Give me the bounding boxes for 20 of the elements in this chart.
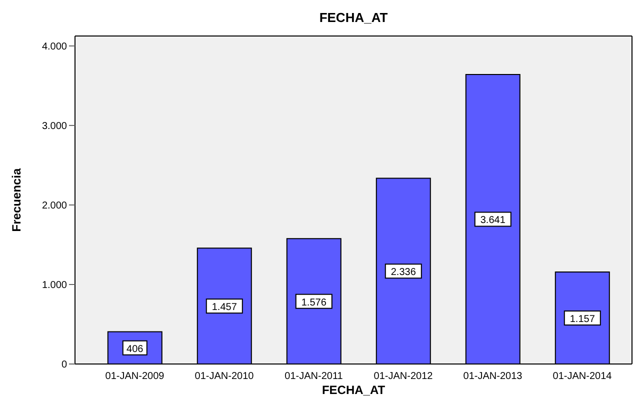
x-tick-label: 01-JAN-2012: [374, 371, 434, 382]
y-tick-label: 4.000: [42, 41, 68, 52]
x-tick-label: 01-JAN-2014: [552, 371, 612, 382]
data-label: 3.641: [480, 215, 506, 226]
x-tick-label: 01-JAN-2009: [105, 371, 165, 382]
x-axis-title: FECHA_AT: [322, 383, 386, 397]
y-tick-label: 0: [61, 360, 68, 371]
chart-title: FECHA_AT: [318, 10, 389, 25]
y-tick-label: 2.000: [42, 200, 68, 212]
x-tick-label: 01-JAN-2011: [284, 371, 344, 382]
data-label: 1.576: [301, 297, 327, 308]
data-label: 2.336: [390, 267, 416, 278]
x-tick-label: 01-JAN-2010: [194, 371, 254, 382]
data-label: 1.157: [570, 314, 596, 325]
data-label: 1.457: [212, 302, 238, 314]
y-tick-label: 1.000: [42, 280, 68, 292]
data-label: 406: [126, 344, 144, 355]
y-axis-title: Frecuencia: [9, 168, 24, 232]
x-tick-label: 01-JAN-2013: [463, 371, 523, 382]
y-tick-label: 3.000: [42, 121, 68, 132]
